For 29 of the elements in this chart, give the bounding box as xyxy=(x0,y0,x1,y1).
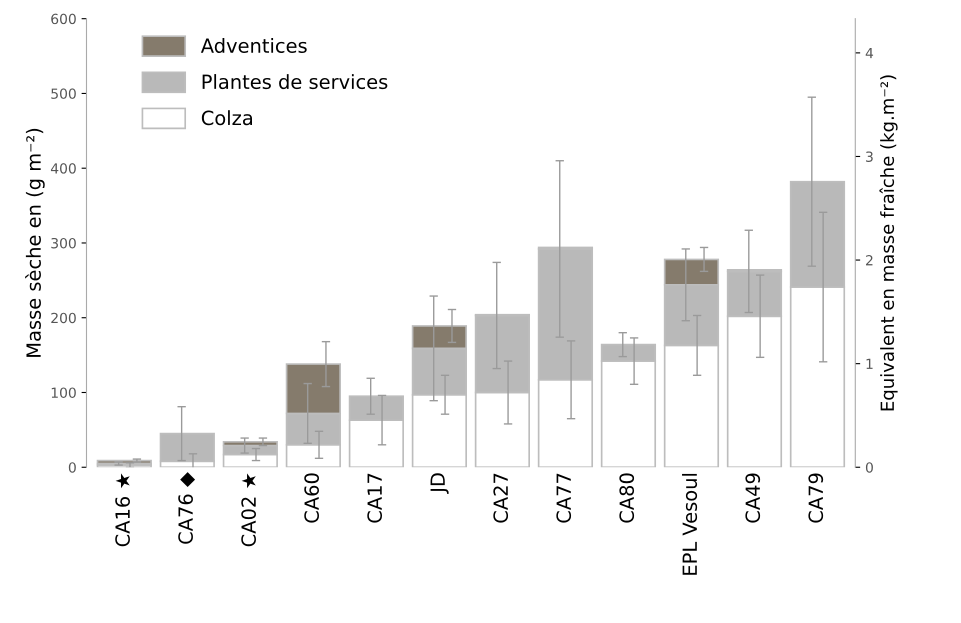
y-axis-title: Masse sèche en (g m⁻²) xyxy=(25,128,45,357)
y-tick-label: 100 xyxy=(52,387,76,398)
y-tick-label: 300 xyxy=(51,238,76,248)
legend-label: Colza xyxy=(202,110,252,126)
x-tick-label: CA17 xyxy=(367,474,382,523)
x-tick-label: CA80 xyxy=(619,473,634,523)
y2-tick-label: 1 xyxy=(866,358,873,369)
x-tick-label: EPL Vesoul xyxy=(682,474,698,575)
x-tick-label: CA60 xyxy=(304,473,319,523)
x-tick-label: CA77 xyxy=(556,474,572,523)
y-tick-label: 400 xyxy=(50,163,76,174)
y-tick-label: 600 xyxy=(51,14,76,24)
x-tick-label: CA27 xyxy=(493,474,508,523)
y2-tick-label: 4 xyxy=(866,48,874,58)
legend-label: Adventices xyxy=(200,38,307,53)
x-tick-label: CA79 xyxy=(808,473,824,523)
y2-axis-title: Equivalent en masse fraîche (kg.m⁻²) xyxy=(879,75,898,410)
y-tick-label: 0 xyxy=(68,462,76,473)
x-tick-label: JD xyxy=(430,473,449,494)
x-tick-label: CA16 ★ xyxy=(115,473,130,546)
y-tick-label: 500 xyxy=(51,88,76,99)
x-tick-label: CA49 xyxy=(745,473,760,523)
x-tick-label: CA76 ◆ xyxy=(178,472,196,544)
y2-tick-label: 0 xyxy=(866,462,873,473)
y2-tick-label: 3 xyxy=(866,151,873,162)
y2-tick-label: 2 xyxy=(866,255,872,266)
x-tick-label: CA02 ★ xyxy=(241,473,256,546)
legend-label: Plantes de services xyxy=(202,74,388,90)
y-tick-label: 200 xyxy=(51,312,76,324)
